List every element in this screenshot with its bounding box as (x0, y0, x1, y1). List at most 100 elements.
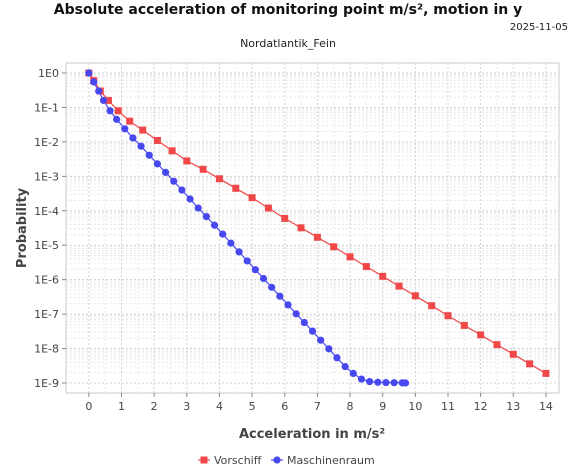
x-tick-label: 0 (85, 400, 92, 413)
x-tick-label: 9 (379, 400, 386, 413)
data-point-maschinenraum (153, 160, 162, 168)
data-point-vorschiff (264, 204, 272, 212)
data-point-maschinenraum (390, 379, 398, 387)
data-point-maschinenraum (276, 292, 284, 300)
data-point-maschinenraum (357, 375, 366, 383)
x-tick-label: 13 (506, 400, 520, 413)
x-tick-label: 3 (183, 400, 190, 413)
data-point-vorschiff (330, 243, 338, 251)
y-axis: 1E0 1E-1 1E-2 1E-3 1E-4 1E-5 1E-6 1E-7 1E-8 1E-9 (34, 67, 66, 390)
data-point-maschinenraum (349, 369, 357, 377)
data-point-vorschiff (493, 341, 501, 349)
y-tick-label: 1E-6 (34, 274, 59, 287)
data-point-vorschiff (183, 157, 191, 165)
data-point-vorschiff (411, 292, 419, 300)
y-tick-label: 1E-5 (34, 239, 59, 252)
data-point-maschinenraum (129, 134, 137, 142)
x-axis-label: Acceleration in m/s² (239, 427, 385, 442)
data-point-maschinenraum (178, 186, 186, 194)
data-point-maschinenraum (137, 142, 145, 150)
y-tick-label: 1E-4 (34, 205, 59, 218)
y-tick-label: 1E0 (38, 67, 59, 80)
series-markers (85, 69, 550, 387)
data-point-vorschiff (362, 263, 370, 271)
data-point-vorschiff (509, 350, 517, 358)
legend: Vorschiff Maschinenraum (198, 454, 375, 467)
x-tick-label: 1 (118, 400, 125, 413)
data-point-maschinenraum (202, 212, 210, 221)
data-point-vorschiff (395, 282, 403, 290)
y-tick-label: 1E-8 (34, 343, 59, 356)
data-point-maschinenraum (99, 96, 108, 105)
data-point-vorschiff (104, 96, 112, 104)
data-point-vorschiff (139, 126, 147, 134)
y-tick-label: 1E-2 (34, 136, 59, 149)
data-point-vorschiff (542, 369, 550, 377)
data-point-vorschiff (281, 214, 289, 222)
data-point-maschinenraum (219, 230, 227, 238)
chart-title: Absolute acceleration of monitoring poin… (54, 2, 522, 18)
data-point-vorschiff (444, 312, 452, 320)
data-point-maschinenraum (90, 78, 98, 86)
data-point-maschinenraum (186, 195, 194, 203)
data-point-maschinenraum (341, 362, 349, 371)
data-point-maschinenraum (235, 248, 243, 256)
x-tick-label: 4 (216, 400, 223, 413)
data-point-maschinenraum (382, 378, 390, 387)
y-tick-label: 1E-9 (34, 377, 59, 390)
y-tick-label: 1E-3 (34, 170, 59, 183)
y-tick-label: 1E-7 (34, 308, 59, 321)
data-point-maschinenraum (161, 168, 170, 177)
data-point-maschinenraum (243, 257, 251, 265)
data-point-maschinenraum (227, 239, 235, 247)
data-point-maschinenraum (106, 107, 114, 115)
data-point-vorschiff (526, 360, 534, 368)
data-point-maschinenraum (292, 310, 300, 318)
data-point-vorschiff (168, 147, 176, 155)
data-point-vorschiff (379, 272, 387, 280)
data-point-maschinenraum (284, 301, 292, 309)
data-point-maschinenraum (95, 87, 103, 95)
data-point-maschinenraum (113, 115, 121, 123)
data-point-vorschiff (297, 224, 305, 232)
legend-label-maschinenraum: Maschinenraum (287, 454, 375, 467)
x-tick-label: 12 (474, 400, 488, 413)
plot-area (65, 62, 560, 394)
data-point-maschinenraum (145, 151, 153, 159)
data-point-maschinenraum (210, 221, 219, 229)
grid (66, 63, 559, 393)
x-tick-label: 10 (408, 400, 422, 413)
data-point-vorschiff (126, 117, 134, 125)
data-point-maschinenraum (333, 354, 341, 362)
x-tick-label: 5 (249, 400, 256, 413)
x-tick-label: 2 (151, 400, 158, 413)
data-point-vorschiff (114, 107, 122, 115)
data-point-maschinenraum (308, 327, 317, 335)
x-tick-label: 7 (314, 400, 321, 413)
data-point-maschinenraum (374, 378, 382, 386)
data-point-vorschiff (153, 136, 161, 144)
data-point-vorschiff (199, 165, 207, 173)
data-point-maschinenraum (268, 283, 276, 291)
x-tick-label: 14 (539, 400, 553, 413)
x-tick-label: 11 (441, 400, 455, 413)
x-tick-label: 6 (281, 400, 288, 413)
y-axis-label: Probability (15, 187, 30, 268)
y-tick-label: 1E-1 (34, 101, 59, 114)
data-point-maschinenraum (300, 318, 308, 327)
data-point-maschinenraum (170, 177, 178, 185)
data-point-maschinenraum (194, 204, 202, 212)
data-point-maschinenraum (325, 345, 333, 353)
data-point-maschinenraum (366, 377, 374, 386)
data-point-maschinenraum (251, 266, 259, 274)
x-axis: 0 1 2 3 4 5 6 7 8 9 10 11 12 13 14 (85, 393, 553, 413)
legend-label-vorschiff: Vorschiff (214, 454, 262, 467)
data-point-vorschiff (428, 302, 436, 310)
data-point-vorschiff (232, 184, 240, 192)
data-point-vorschiff (346, 253, 354, 261)
data-point-vorschiff (477, 331, 485, 339)
data-point-maschinenraum (317, 336, 325, 344)
data-point-maschinenraum (85, 69, 93, 77)
x-tick-label: 8 (347, 400, 354, 413)
data-point-vorschiff (248, 194, 256, 202)
